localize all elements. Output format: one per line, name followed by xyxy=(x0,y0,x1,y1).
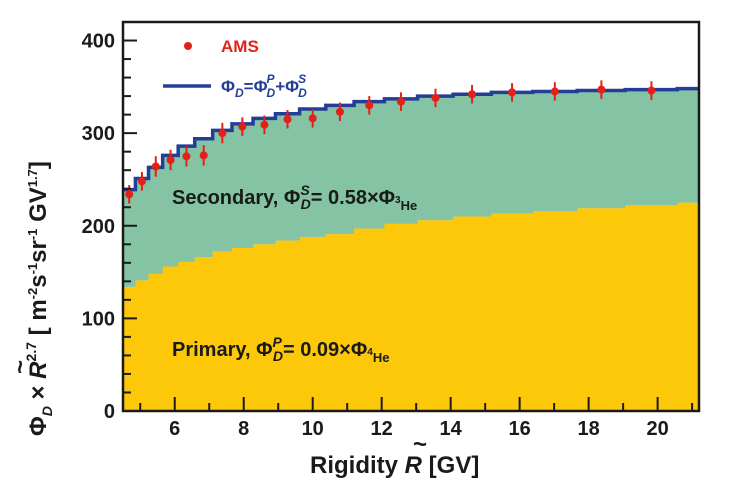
ams-data-point xyxy=(550,87,559,96)
secondary-bin xyxy=(577,90,626,209)
ams-data-point xyxy=(508,88,517,97)
ams-data-point xyxy=(199,151,208,160)
y-axis-tilde: ~ xyxy=(7,360,34,374)
ams-data-point xyxy=(260,120,269,129)
y-axis-title-group: ΦD × R2.7 [ m-2s-1sr-1 GV1.7] ~ xyxy=(7,161,55,436)
primary-bin xyxy=(212,251,233,411)
y-tick-label: 100 xyxy=(82,308,115,330)
ams-data-point xyxy=(218,129,227,138)
legend-ams-label: AMS xyxy=(221,37,259,56)
primary-bin xyxy=(162,266,179,411)
ams-data-point xyxy=(125,190,134,199)
ams-data-point xyxy=(597,85,606,94)
secondary-bin xyxy=(275,113,301,241)
primary-bin xyxy=(275,240,301,411)
primary-bin xyxy=(384,223,419,411)
y-tick-label: 400 xyxy=(82,31,115,53)
primary-bin xyxy=(677,202,700,411)
x-tick-label: 10 xyxy=(302,418,324,440)
secondary-bin xyxy=(625,89,678,206)
primary-bin xyxy=(577,208,626,411)
secondary-bin xyxy=(253,118,277,245)
secondary-bin xyxy=(417,96,454,221)
secondary-bin xyxy=(532,91,578,211)
y-axis-title: ΦD × R2.7 [ m-2s-1sr-1 GV1.7] xyxy=(23,161,55,436)
secondary-bin xyxy=(299,109,327,237)
ams-data-point xyxy=(283,115,292,124)
area-fills xyxy=(123,88,700,411)
primary-bin xyxy=(148,273,164,411)
primary-bin xyxy=(178,261,196,411)
x-tick-label: 12 xyxy=(371,418,393,440)
ams-data-point xyxy=(365,101,374,110)
primary-bin xyxy=(417,220,454,411)
primary-bin xyxy=(253,244,277,411)
y-tick-label: 200 xyxy=(82,216,115,238)
primary-bin xyxy=(532,210,578,411)
secondary-bin xyxy=(178,146,196,262)
primary-bin xyxy=(299,236,327,411)
primary-bin xyxy=(135,280,150,411)
secondary-bin xyxy=(491,92,534,214)
ams-data-point xyxy=(308,114,317,123)
plot-frame xyxy=(121,20,701,413)
ams-data-point xyxy=(396,97,405,106)
axis-ticks xyxy=(123,39,694,412)
ams-data-point xyxy=(647,86,656,95)
ams-data-points xyxy=(125,80,656,204)
secondary-bin xyxy=(354,101,386,229)
ams-data-point xyxy=(238,122,247,131)
primary-bin xyxy=(231,247,254,411)
secondary-bin xyxy=(677,88,700,203)
ams-data-point xyxy=(166,156,175,165)
primary-bin xyxy=(453,216,492,411)
primary-annotation: Primary, ΦP D= 0.09×Φ4He xyxy=(172,334,389,365)
primary-bin xyxy=(491,213,534,411)
legend-total-label: ΦD=ΦP D+ΦS D xyxy=(221,72,307,100)
ams-data-point xyxy=(431,93,440,102)
primary-bin xyxy=(325,234,355,411)
primary-bin xyxy=(625,205,678,411)
x-tick-label: 20 xyxy=(646,418,668,440)
secondary-bin xyxy=(384,98,419,224)
x-axis-tilde: ~ xyxy=(413,431,427,458)
primary-bin xyxy=(194,257,214,411)
x-tick-label: 6 xyxy=(169,418,180,440)
secondary-bin xyxy=(148,167,164,274)
ams-data-point xyxy=(468,90,477,99)
legend: AMS ΦD=ΦP D+ΦS D xyxy=(163,37,307,100)
ams-data-point xyxy=(182,152,191,161)
x-tick-label: 8 xyxy=(238,418,249,440)
ams-data-point xyxy=(151,162,160,171)
x-tick-label: 18 xyxy=(578,418,600,440)
secondary-bin xyxy=(123,189,137,287)
secondary-bin xyxy=(453,94,492,217)
y-tick-label: 300 xyxy=(82,123,115,145)
y-tick-label: 0 xyxy=(104,401,115,423)
secondary-bin xyxy=(135,178,150,281)
secondary-bin xyxy=(162,155,179,267)
ams-data-point xyxy=(137,177,146,186)
secondary-bin xyxy=(325,105,355,235)
secondary-bin xyxy=(231,123,254,248)
secondary-bin xyxy=(212,130,233,252)
ams-data-point xyxy=(335,107,344,116)
x-tick-label: 16 xyxy=(509,418,531,440)
legend-ams-marker xyxy=(184,42,192,50)
primary-bin xyxy=(354,228,386,411)
x-tick-label: 14 xyxy=(440,418,463,440)
x-axis-title: Rigidity R [GV] xyxy=(310,452,479,479)
secondary-bin xyxy=(194,138,214,258)
secondary-annotation: Secondary, ΦS D= 0.58×Φ3He xyxy=(172,182,417,213)
